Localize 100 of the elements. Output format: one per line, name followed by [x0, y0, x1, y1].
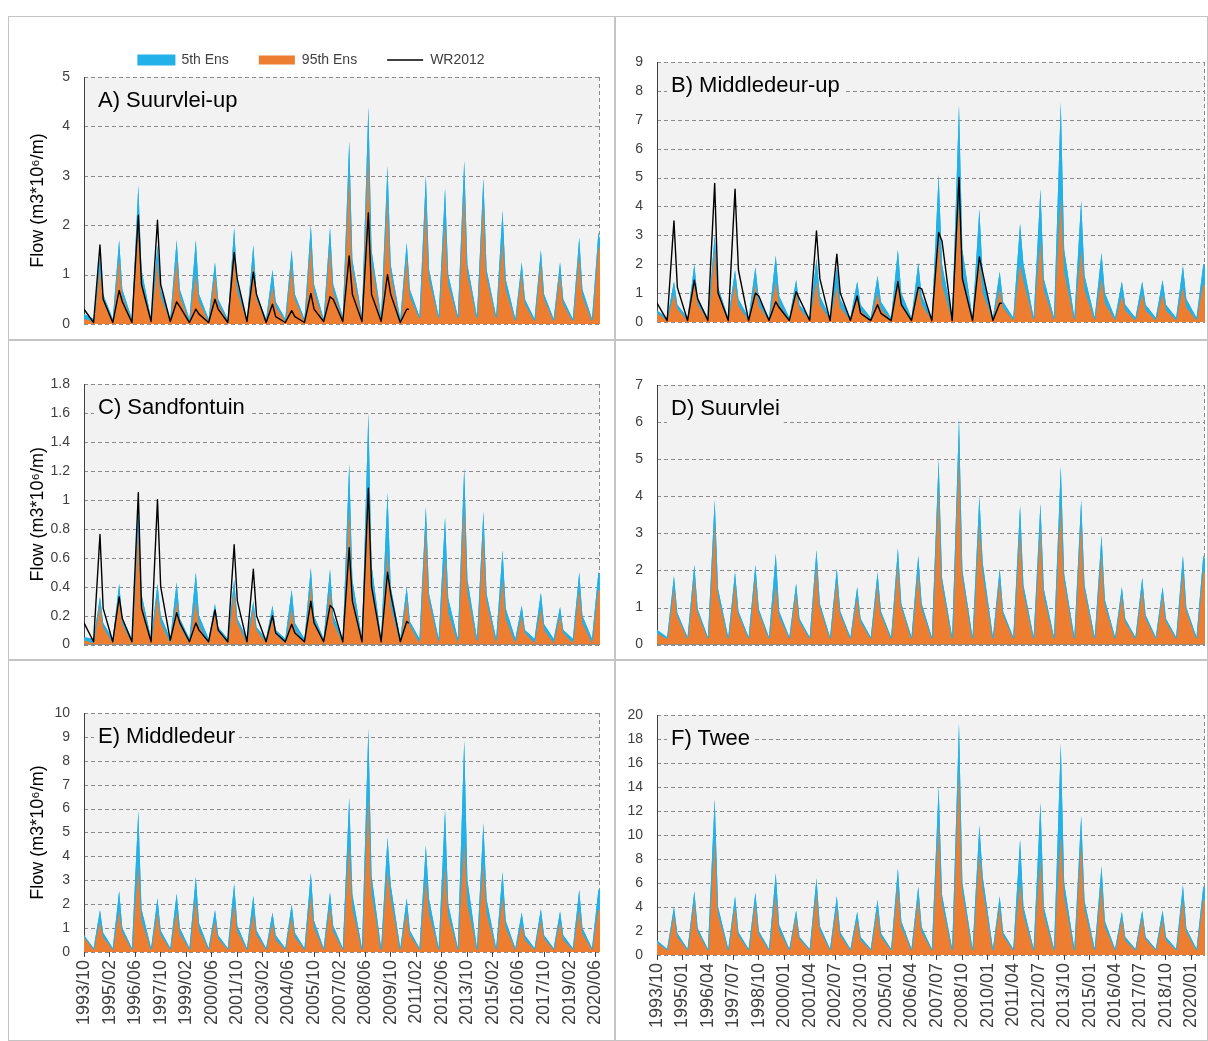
x-tick-label: 2015/01: [1078, 962, 1099, 1029]
x-tick-label: 2016/04: [1104, 962, 1125, 1029]
y-tick-label: 0.6: [50, 548, 71, 565]
x-tick-label: 2005/01: [875, 962, 896, 1029]
x-tick-label: 1998/10: [747, 962, 768, 1029]
x-tick-label: 2008/06: [354, 959, 375, 1026]
y-tick-label: 6: [635, 412, 644, 429]
y-tick-label: 0: [62, 942, 71, 959]
y-tick-label: 1.6: [50, 403, 71, 420]
x-tick-label: 1995/01: [671, 962, 692, 1029]
y-tick-label: 16: [627, 753, 644, 770]
x-tick-label: 1999/02: [175, 959, 196, 1026]
text: F) Twee: [671, 725, 751, 751]
y-tick-label: 5: [635, 450, 644, 467]
x-tick-label: 2008/10: [951, 962, 972, 1029]
y-axis-title: Flow (m3*10⁶/m): [26, 133, 47, 268]
legend-label: 95th Ens: [301, 50, 358, 67]
y-tick-label: 1: [635, 283, 644, 300]
y-tick-label: 0.2: [50, 606, 71, 623]
y-tick-label: 6: [635, 873, 644, 890]
y-tick-label: 5: [635, 168, 644, 185]
y-tick-label: 0: [635, 635, 644, 652]
x-tick-label: 2005/10: [303, 959, 324, 1026]
x-tick-label: 2010/01: [976, 962, 997, 1029]
y-tick-label: 2: [635, 561, 644, 578]
x-tick-label: 1996/06: [124, 959, 145, 1026]
legend-label: WR2012: [430, 50, 485, 67]
y-axis-title: Flow (m3*10⁶/m): [26, 447, 47, 582]
y-tick-label: 8: [635, 81, 644, 98]
chart-title: E) Middledeur: [98, 723, 235, 749]
x-tick-label: 2000/06: [200, 959, 221, 1026]
y-axis-title: Flow (m3*10⁶/m): [26, 765, 47, 900]
y-tick-label: 1.2: [50, 461, 71, 478]
y-tick-label: 0: [635, 945, 644, 962]
y-tick-label: 7: [635, 375, 644, 392]
x-tick-label: 1993/10: [645, 962, 666, 1029]
y-tick-label: 3: [635, 226, 644, 243]
text: A) Suurvlei-up: [98, 87, 238, 113]
y-tick-label: 1: [62, 265, 71, 282]
x-tick-label: 2001/04: [798, 962, 819, 1029]
y-tick-label: 2: [635, 921, 644, 938]
x-tick-label: 2006/04: [900, 962, 921, 1029]
y-tick-label: 2: [62, 216, 71, 233]
text: D) Suurvlei: [671, 395, 780, 421]
y-tick-label: 0.4: [50, 577, 71, 594]
x-tick-label: 2013/10: [1053, 962, 1074, 1029]
x-tick-label: 2018/10: [1154, 962, 1175, 1029]
x-tick-label: 2011/04: [1002, 962, 1023, 1027]
y-tick-label: 12: [627, 801, 644, 818]
y-tick-label: 9: [635, 52, 644, 69]
x-tick-label: 2007/02: [328, 959, 349, 1026]
y-tick-label: 1: [62, 490, 71, 507]
y-tick-label: 4: [62, 117, 71, 134]
x-tick-label: 2020/01: [1180, 962, 1201, 1029]
y-tick-label: 4: [635, 487, 644, 504]
x-tick-label: 2019/02: [558, 959, 579, 1026]
x-tick-label: 2017/07: [1129, 962, 1150, 1029]
y-tick-label: 3: [635, 524, 644, 541]
y-tick-label: 0: [635, 312, 644, 329]
x-tick-label: 2003/10: [849, 962, 870, 1029]
y-tick-label: 10: [627, 825, 644, 842]
y-tick-label: 0: [62, 314, 71, 331]
x-tick-label: 2001/10: [226, 959, 247, 1026]
x-tick-label: 2016/06: [507, 959, 528, 1026]
y-tick-label: 0.8: [50, 519, 71, 536]
y-tick-label: 1: [62, 918, 71, 935]
y-tick-label: 20: [627, 705, 644, 722]
x-tick-label: 2012/06: [430, 959, 451, 1026]
x-tick-label: 2011/02: [405, 959, 426, 1024]
y-tick-label: 14: [627, 777, 644, 794]
chart-title: B) Middledeur-up: [671, 72, 840, 98]
y-tick-label: 3: [62, 166, 71, 183]
x-tick-label: 2007/07: [925, 962, 946, 1029]
y-tick-label: 7: [635, 110, 644, 127]
x-tick-label: 2017/10: [533, 959, 554, 1026]
y-tick-label: 2: [635, 255, 644, 272]
x-tick-label: 2002/07: [824, 962, 845, 1029]
y-tick-label: 6: [62, 799, 71, 816]
y-tick-label: 2: [62, 895, 71, 912]
x-tick-label: 2009/10: [379, 959, 400, 1026]
y-tick-label: 18: [627, 729, 644, 746]
y-tick-label: 1: [635, 598, 644, 615]
x-tick-label: 2013/10: [456, 959, 477, 1026]
x-tick-label: 2004/06: [277, 959, 298, 1026]
y-tick-label: 4: [62, 847, 71, 864]
x-tick-label: 2015/02: [481, 959, 502, 1026]
y-tick-label: 8: [635, 849, 644, 866]
x-tick-label: 2020/06: [584, 959, 605, 1026]
y-tick-label: 5: [62, 67, 71, 84]
y-tick-label: 0: [62, 635, 71, 652]
y-tick-label: 6: [635, 139, 644, 156]
y-tick-label: 1.4: [50, 432, 71, 449]
x-tick-label: 1996/04: [696, 962, 717, 1029]
y-tick-label: 10: [54, 703, 71, 720]
x-tick-label: 1993/10: [72, 959, 93, 1026]
x-tick-label: 2003/02: [251, 959, 272, 1026]
y-tick-label: 4: [635, 897, 644, 914]
y-tick-label: 1.8: [50, 374, 71, 391]
x-tick-label: 1997/10: [149, 959, 170, 1026]
y-tick-label: 4: [635, 197, 644, 214]
